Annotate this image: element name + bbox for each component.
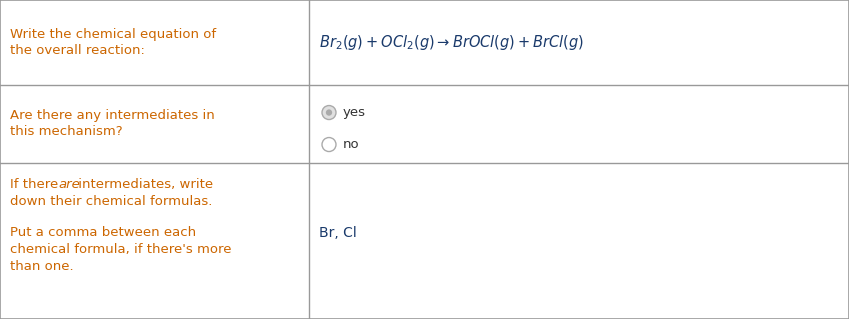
Text: are: are — [59, 178, 80, 191]
Text: this mechanism?: this mechanism? — [10, 125, 122, 138]
Circle shape — [322, 106, 336, 120]
Text: yes: yes — [343, 106, 366, 119]
Text: Are there any intermediates in: Are there any intermediates in — [10, 109, 215, 122]
Text: down their chemical formulas.: down their chemical formulas. — [10, 195, 212, 208]
Text: Put a comma between each: Put a comma between each — [10, 226, 196, 239]
Circle shape — [326, 109, 332, 116]
Text: chemical formula, if there's more: chemical formula, if there's more — [10, 243, 232, 256]
Text: $\mathit{Br_2}(g) + \mathit{OCl_2}(g) \rightarrow \mathit{BrOCl}(g) + \mathit{Br: $\mathit{Br_2}(g) + \mathit{OCl_2}(g) \r… — [319, 33, 584, 52]
Circle shape — [322, 137, 336, 152]
Text: the overall reaction:: the overall reaction: — [10, 44, 145, 57]
Text: Write the chemical equation of: Write the chemical equation of — [10, 28, 216, 41]
Text: intermediates, write: intermediates, write — [75, 178, 214, 191]
Text: Br, Cl: Br, Cl — [319, 226, 357, 240]
Text: If there: If there — [10, 178, 63, 191]
Text: no: no — [343, 138, 360, 151]
Text: than one.: than one. — [10, 260, 74, 273]
